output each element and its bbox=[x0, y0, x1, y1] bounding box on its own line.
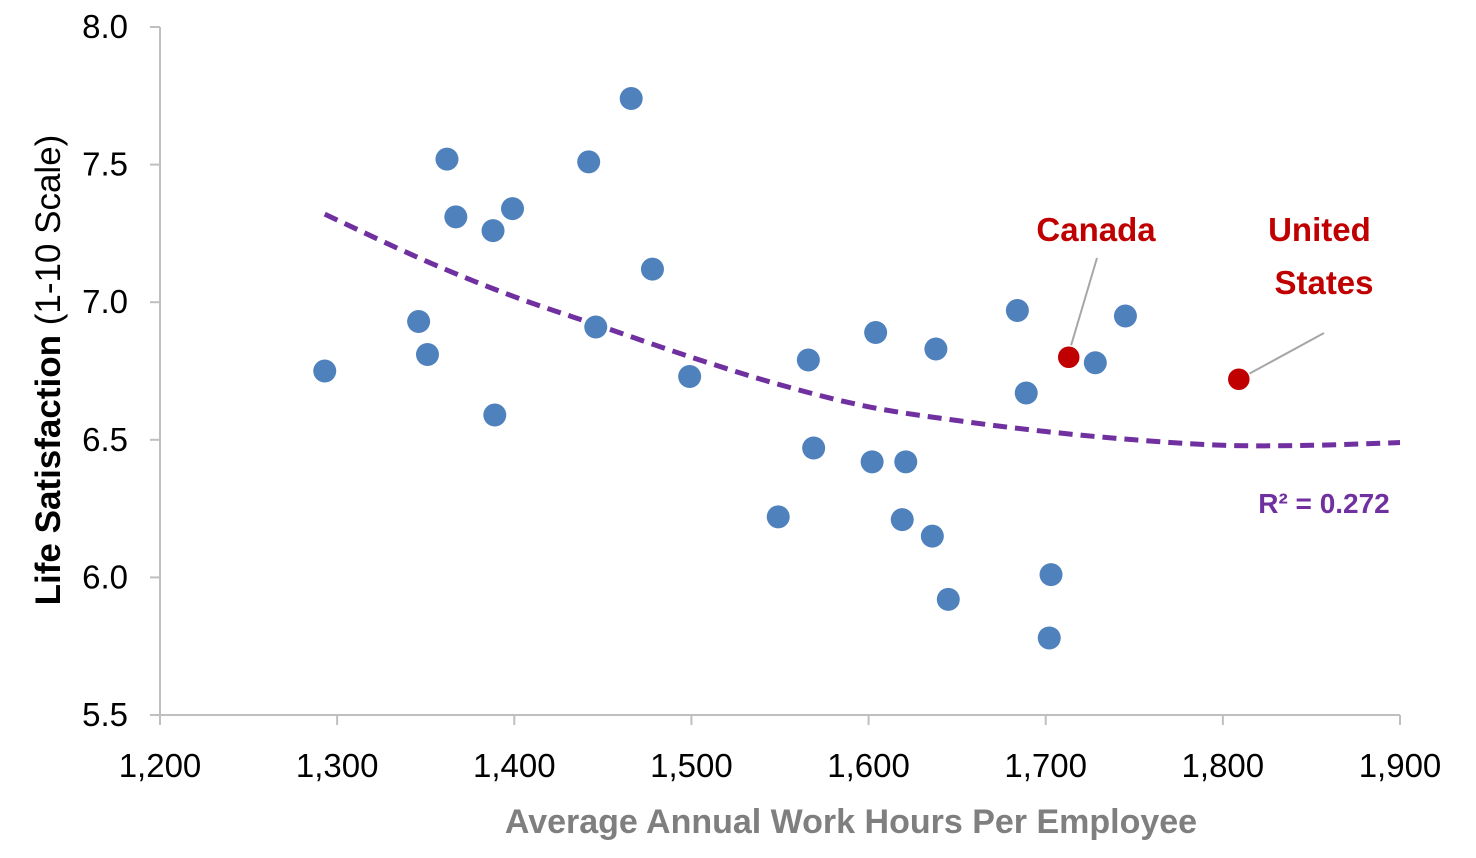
data-point bbox=[640, 257, 664, 281]
x-tick-label: 1,400 bbox=[473, 747, 556, 784]
y-tick-label: 7.0 bbox=[82, 283, 128, 320]
x-tick-label: 1,800 bbox=[1182, 747, 1265, 784]
data-point bbox=[1113, 304, 1137, 328]
y-tick-label: 6.0 bbox=[82, 558, 128, 595]
x-axis-label: Average Annual Work Hours Per Employee bbox=[505, 803, 1197, 841]
canada-leader-line bbox=[1067, 257, 1098, 354]
y-tick-label: 5.5 bbox=[82, 696, 128, 733]
data-point bbox=[1083, 351, 1107, 375]
data-point bbox=[796, 348, 820, 372]
data-point bbox=[415, 342, 439, 366]
united-states-leader-line bbox=[1242, 332, 1325, 379]
data-point bbox=[864, 320, 888, 344]
data-points bbox=[313, 87, 1137, 650]
data-point bbox=[890, 508, 914, 532]
data-point bbox=[924, 337, 948, 361]
data-point bbox=[860, 450, 884, 474]
united-states-label-line1: United bbox=[1268, 211, 1371, 248]
data-point bbox=[678, 365, 702, 389]
data-point bbox=[1037, 626, 1061, 650]
data-point bbox=[444, 205, 468, 229]
data-point bbox=[584, 315, 608, 339]
x-tick-label: 1,300 bbox=[296, 747, 379, 784]
data-point bbox=[435, 147, 459, 171]
data-point bbox=[483, 403, 507, 427]
r-squared-label: R² = 0.272 bbox=[1258, 488, 1390, 519]
data-point bbox=[802, 436, 826, 460]
y-axis-label: Life Satisfaction (1-10 Scale) bbox=[29, 135, 68, 606]
data-point bbox=[619, 87, 643, 111]
y-axis-ticks: 5.5 6.0 6.5 7.0 7.5 8.0 bbox=[82, 8, 160, 733]
y-tick-label: 8.0 bbox=[82, 8, 128, 45]
united-states-label-line2: States bbox=[1274, 264, 1373, 301]
x-tick-label: 1,900 bbox=[1359, 747, 1442, 784]
y-tick-label: 7.5 bbox=[82, 146, 128, 183]
annotation-leader-lines bbox=[1067, 257, 1325, 379]
data-point bbox=[481, 219, 505, 243]
x-tick-label: 1,500 bbox=[650, 747, 733, 784]
canada-label: Canada bbox=[1036, 211, 1156, 248]
data-point bbox=[920, 524, 944, 548]
canada-point bbox=[1056, 344, 1081, 370]
united-states-point bbox=[1226, 367, 1252, 392]
data-point bbox=[313, 359, 337, 383]
y-axis-label-rest: (1-10 Scale) bbox=[29, 135, 68, 335]
data-point bbox=[407, 309, 431, 333]
data-point bbox=[894, 450, 918, 474]
trendline bbox=[323, 211, 1401, 449]
highlighted-points bbox=[1056, 344, 1252, 392]
data-point bbox=[501, 197, 525, 221]
data-point bbox=[577, 150, 601, 174]
x-axis-ticks: 1,200 1,300 1,400 1,500 1,600 1,700 1,800 1,900 bbox=[119, 715, 1442, 784]
data-point bbox=[1005, 298, 1029, 322]
x-tick-label: 1,200 bbox=[119, 747, 202, 784]
data-point bbox=[936, 587, 960, 611]
x-tick-label: 1,600 bbox=[827, 747, 910, 784]
y-tick-label: 6.5 bbox=[82, 421, 128, 458]
data-point bbox=[1014, 381, 1038, 405]
y-axis-label-bold: Life Satisfaction bbox=[29, 335, 68, 605]
axes: 5.56.06.57.07.58.0 1,200 1,300 1,400 1,500 1… bbox=[82, 8, 1441, 784]
data-point bbox=[1039, 563, 1063, 587]
data-point bbox=[766, 505, 790, 529]
x-tick-label: 1,700 bbox=[1004, 747, 1087, 784]
united-states-label: United States bbox=[1268, 211, 1380, 301]
